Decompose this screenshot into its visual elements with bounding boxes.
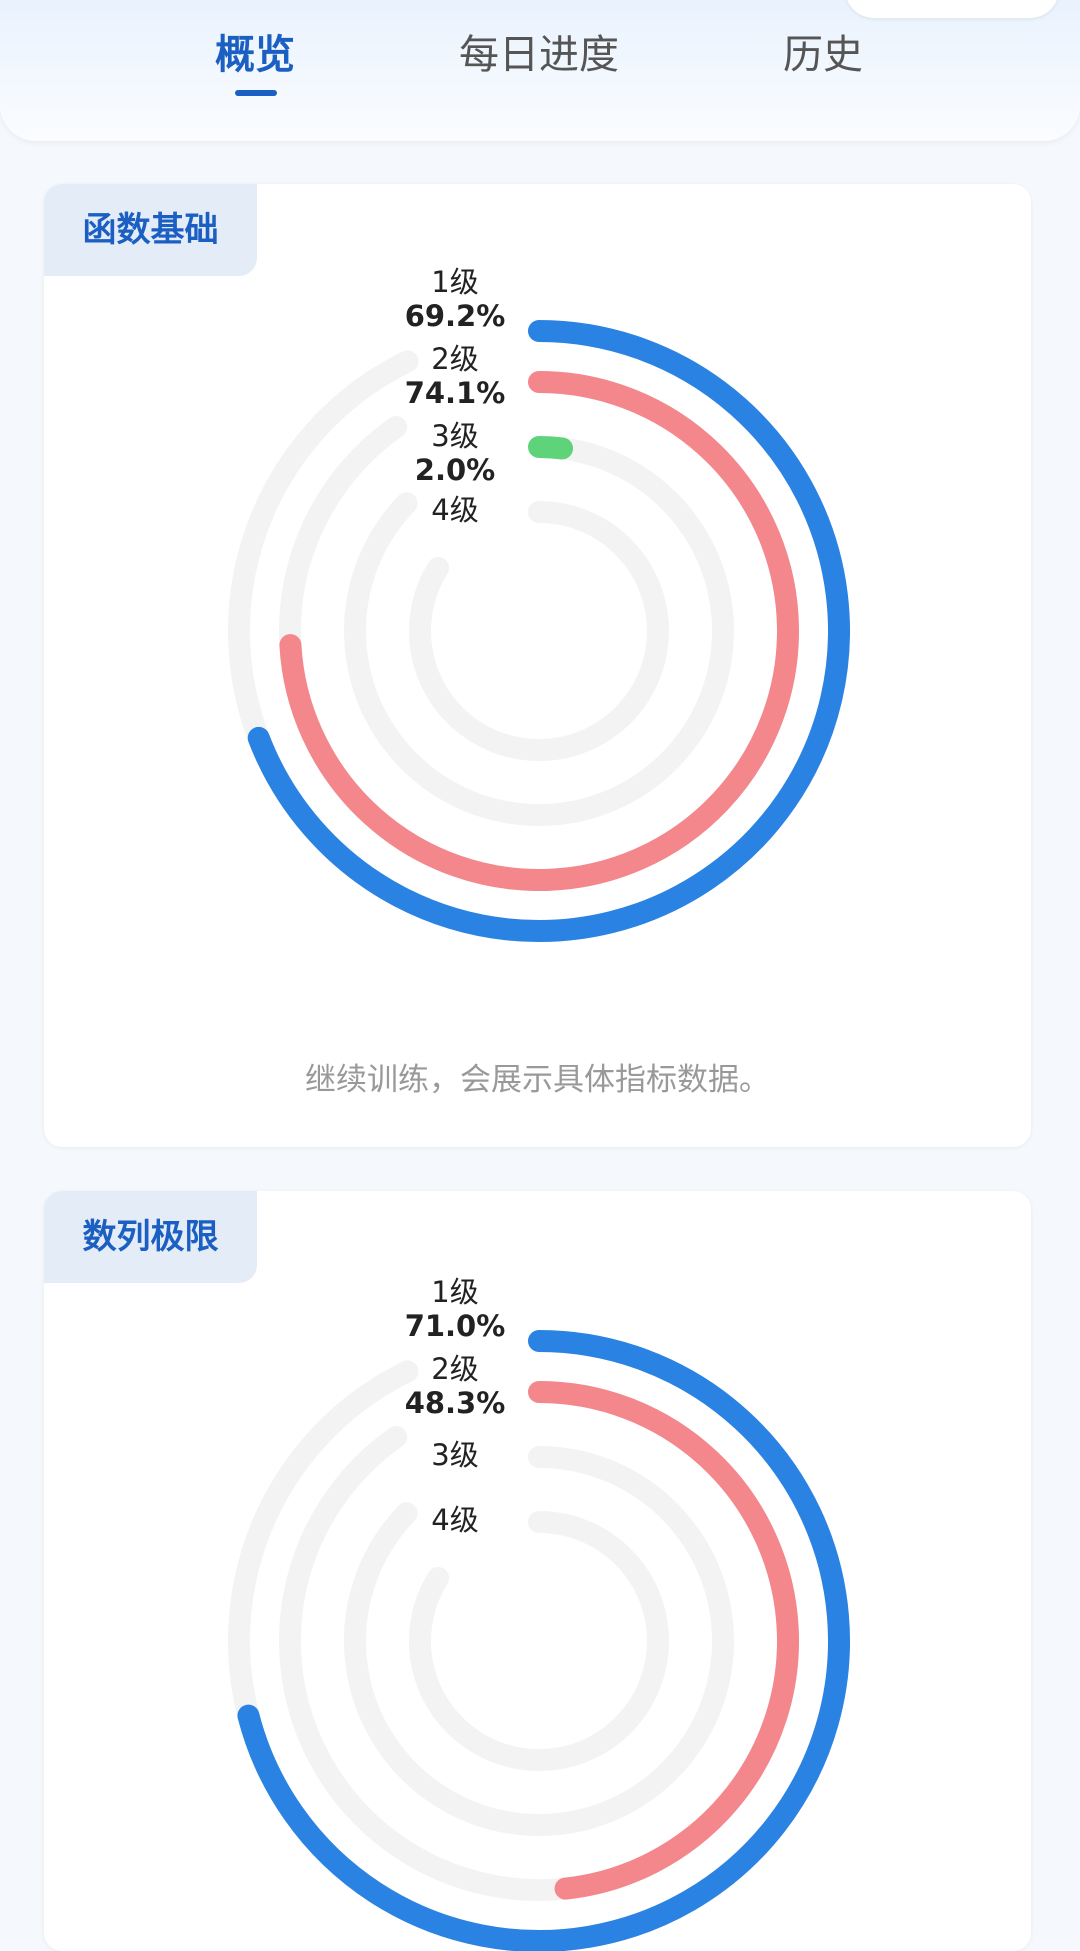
value-label: 2.0% <box>415 453 495 487</box>
value-label: 74.1% <box>405 376 506 410</box>
card-title: 函数基础 <box>44 184 257 276</box>
note: 继续训练，会展示具体指标数据。 <box>305 1062 770 1098</box>
ring-label: 3级 <box>431 419 478 453</box>
header: 概览 每日进度 历史 <box>0 0 1080 141</box>
ring-bar <box>528 1381 799 1900</box>
top-pill[interactable] <box>845 0 1059 18</box>
ring-label: 4级 <box>431 1503 478 1537</box>
ring-label: 2级 <box>431 1352 478 1386</box>
value-label: 48.3% <box>405 1386 506 1420</box>
ring-track <box>344 436 734 826</box>
tab-indicator <box>235 90 277 96</box>
card: 1级 69.2% 2级 74.1% 3级 2.0% 4级 函数基础 继续训练，会展示具体指标… <box>44 184 1031 1147</box>
ring-label: 1级 <box>431 265 478 299</box>
tab[interactable]: 概览 <box>215 32 295 78</box>
ring-track <box>409 1511 669 1771</box>
ring-bar <box>279 371 799 891</box>
ring-label: 1级 <box>431 1275 478 1309</box>
ring-label: 3级 <box>431 1438 478 1472</box>
card: 1级 71.0% 2级 48.3% 3级 4级 数列极限 <box>44 1191 1031 1951</box>
ring-bar <box>237 1330 850 1951</box>
ring-track <box>409 501 669 761</box>
tab[interactable]: 历史 <box>783 32 863 78</box>
ring-bar <box>528 436 574 460</box>
ring-label: 2级 <box>431 342 478 376</box>
value-label: 69.2% <box>405 299 506 333</box>
card-title: 数列极限 <box>44 1191 257 1283</box>
tab[interactable]: 每日进度 <box>459 32 619 78</box>
ring-track <box>344 1446 734 1836</box>
value-label: 71.0% <box>405 1309 506 1343</box>
ring-bar <box>247 320 850 942</box>
ring-label: 4级 <box>431 493 478 527</box>
